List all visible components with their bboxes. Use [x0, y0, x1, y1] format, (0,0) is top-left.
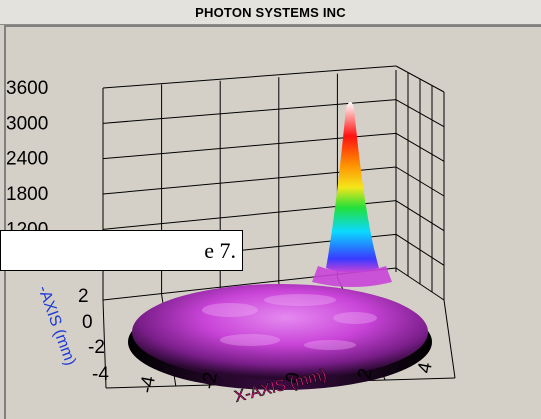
- y-tick-label: 2: [78, 286, 89, 307]
- x-tick-label: -4: [136, 374, 160, 395]
- surface-plot: [128, 102, 432, 390]
- x-tick-label: 2: [354, 367, 377, 381]
- floor-edge-left: [102, 299, 107, 389]
- surface-peak-skirt: [312, 266, 392, 287]
- surface-base: [132, 284, 428, 380]
- z-gridline-back: [102, 99, 397, 124]
- y-tick-label: -4: [92, 364, 109, 385]
- z-tick-label: 2400: [6, 149, 48, 170]
- y-tick-label: 0: [82, 312, 93, 333]
- y-axis-title: -AXIS (mm): [34, 284, 79, 368]
- surface-peak: [326, 102, 379, 273]
- x-tick-label: 4: [414, 360, 437, 374]
- z-tick-label: 3600: [6, 78, 48, 99]
- surface-texture: [202, 294, 377, 350]
- z-tick-label: 3000: [6, 113, 48, 134]
- figure-caption: e 7.: [0, 230, 243, 271]
- x-tick-label: 0: [282, 371, 305, 385]
- z-tick-label: 1800: [6, 184, 48, 205]
- x-tick-label: -2: [198, 371, 222, 391]
- window-title: PHOTON SYSTEMS INC: [0, 0, 541, 25]
- z-gridline-back: [102, 65, 397, 89]
- floor-edge-right: [443, 299, 456, 379]
- y-tick-label: -2: [88, 337, 105, 358]
